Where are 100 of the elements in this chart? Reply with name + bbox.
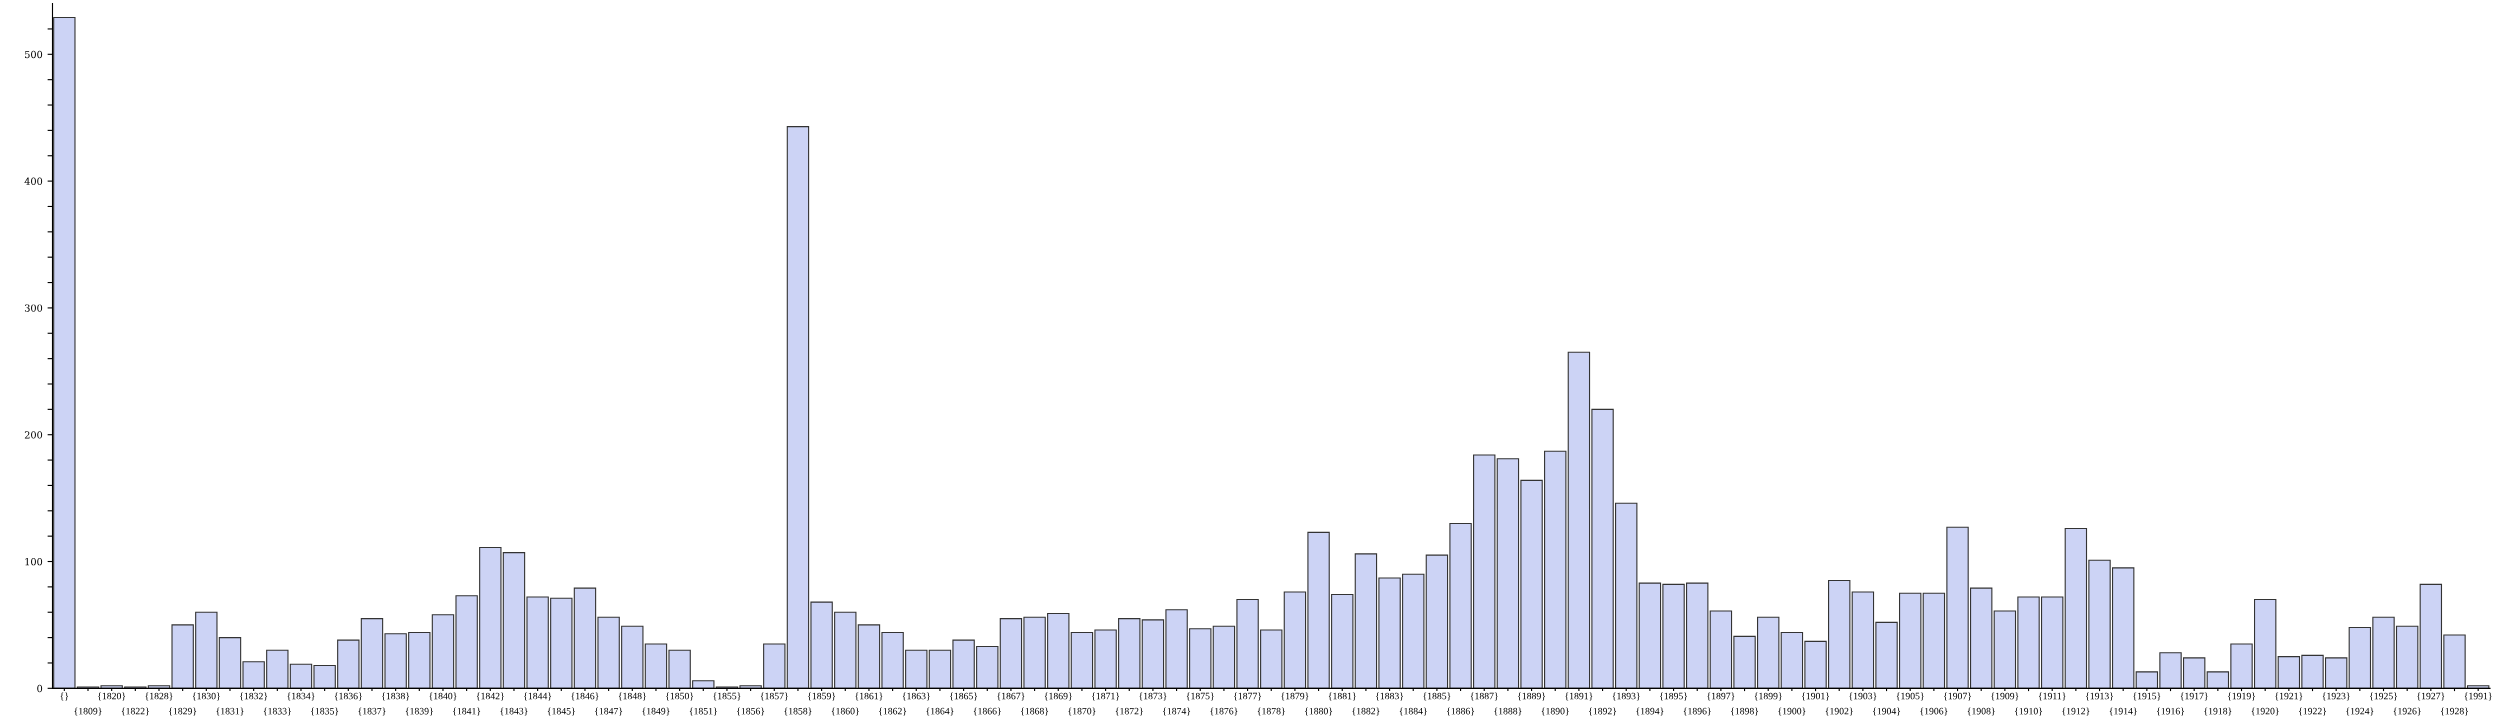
- x-tick-label: {1842}: [476, 692, 504, 701]
- x-tick-label: {1927}: [2417, 692, 2445, 701]
- y-tick-label: 500: [25, 50, 43, 59]
- x-tick-label: {1918}: [2204, 707, 2232, 716]
- x-tick-label: {1832}: [240, 692, 268, 701]
- x-tick-label: {1876}: [1210, 707, 1238, 716]
- x-tick-label: {1845}: [547, 707, 575, 716]
- x-tick-label: {1863}: [902, 692, 930, 701]
- x-tick-label: {1926}: [2393, 707, 2421, 716]
- x-tick-label: {1907}: [1944, 692, 1972, 701]
- x-tick-label: {1884}: [1399, 707, 1427, 716]
- x-tick-label: {1809}: [74, 707, 102, 716]
- x-tick-label: {1886}: [1447, 707, 1475, 716]
- y-tick-label: 200: [24, 431, 43, 439]
- x-tick-label: {1838}: [382, 692, 410, 701]
- x-tick-label: {1872}: [1115, 707, 1143, 716]
- x-tick-label: {1900}: [1778, 707, 1806, 716]
- y-tick-label: 100: [25, 558, 43, 566]
- x-tick-label: {1892}: [1589, 707, 1617, 716]
- x-tick-label: {1859}: [808, 692, 836, 701]
- x-tick-label: {1906}: [1920, 707, 1948, 716]
- x-tick-label: {1835}: [311, 707, 339, 716]
- x-tick-label: {1920}: [2251, 707, 2279, 716]
- x-tick-label: {1919}: [2228, 692, 2256, 701]
- x-tick-label: {1868}: [1021, 707, 1049, 716]
- x-tick-label: {1911}: [2038, 692, 2066, 701]
- x-tick-label: {1867}: [997, 692, 1025, 701]
- y-tick-label: 400: [24, 177, 43, 185]
- x-tick-label: {1849}: [642, 707, 670, 716]
- x-tick-label: {1925}: [2370, 692, 2398, 701]
- x-tick-label: {1891}: [1565, 692, 1593, 701]
- x-tick-label: {1869}: [1044, 692, 1072, 701]
- x-tick-label: {1905}: [1896, 692, 1924, 701]
- x-tick-label: {1896}: [1683, 707, 1711, 716]
- x-tick-label: {1928}: [2441, 707, 2469, 716]
- x-tick-label: {1902}: [1825, 707, 1853, 716]
- x-tick-label: {1865}: [950, 692, 978, 701]
- x-tick-label: {1875}: [1186, 692, 1214, 701]
- x-tick-label: {1850}: [666, 692, 694, 701]
- x-tick-label: {1839}: [405, 707, 433, 716]
- x-tick-label: {1916}: [2157, 707, 2185, 716]
- x-tick-label: {1897}: [1707, 692, 1735, 701]
- x-tick-label: {1922}: [2299, 707, 2327, 716]
- x-tick-label: {1904}: [1873, 707, 1901, 716]
- x-tick-label: {1917}: [2180, 692, 2208, 701]
- x-tick-label: {1858}: [784, 707, 812, 716]
- x-tick-label: {1844}: [524, 692, 552, 701]
- x-tick-label: {1894}: [1636, 707, 1664, 716]
- y-tick-label: 0: [37, 684, 43, 693]
- x-tick-label: {1861}: [855, 692, 883, 701]
- x-tick-label: {1910}: [2015, 707, 2043, 716]
- x-tick-label: {1883}: [1376, 692, 1404, 701]
- x-tick-label: {1889}: [1518, 692, 1546, 701]
- x-tick-label: {1862}: [879, 707, 907, 716]
- x-tick-label: {1820}: [98, 692, 126, 701]
- x-tick-label: {1991}: [2464, 692, 2492, 701]
- x-tick-label: {1870}: [1068, 707, 1096, 716]
- x-tick-label: {1882}: [1352, 707, 1380, 716]
- y-tick-label: 300: [24, 304, 43, 312]
- x-tick-label: {1912}: [2062, 707, 2090, 716]
- x-tick-label: {1893}: [1612, 692, 1640, 701]
- x-tick-label: {1924}: [2346, 707, 2374, 716]
- x-tick-label: {1901}: [1802, 692, 1830, 701]
- x-tick-label: {1834}: [287, 692, 315, 701]
- x-tick-label: {1837}: [358, 707, 386, 716]
- x-tick-label: {1829}: [169, 707, 197, 716]
- x-tick-label: {1851}: [689, 707, 717, 716]
- x-tick-label: {1895}: [1660, 692, 1688, 701]
- x-tick-label: {1903}: [1849, 692, 1877, 701]
- x-tick-label: {1890}: [1541, 707, 1569, 716]
- x-tick-label: {1822}: [121, 707, 149, 716]
- x-tick-label: {1841}: [453, 707, 481, 716]
- x-tick-label: {1913}: [2086, 692, 2114, 701]
- x-tick-label: {1885}: [1423, 692, 1451, 701]
- x-tick-label: {1828}: [145, 692, 173, 701]
- x-tick-label: {1860}: [831, 707, 859, 716]
- x-tick-label: {1909}: [1991, 692, 2019, 701]
- x-tick-label: {1879}: [1281, 692, 1309, 701]
- x-tick-label: {1887}: [1470, 692, 1498, 701]
- x-tick-label: {1855}: [713, 692, 741, 701]
- x-tick-label: {1864}: [926, 707, 954, 716]
- x-tick-label: {1878}: [1257, 707, 1285, 716]
- x-tick-label: {1888}: [1494, 707, 1522, 716]
- x-tick-label: {1898}: [1731, 707, 1759, 716]
- x-tick-label: {1914}: [2109, 707, 2137, 716]
- x-tick-label: {1921}: [2275, 692, 2303, 701]
- x-tick-label: {1866}: [973, 707, 1001, 716]
- x-tick-label: {1848}: [618, 692, 646, 701]
- x-tick-label: {1856}: [737, 707, 765, 716]
- x-tick-label: {1908}: [1967, 707, 1995, 716]
- x-tick-label: {1871}: [1092, 692, 1120, 701]
- x-tick-label: {1923}: [2322, 692, 2350, 701]
- x-tick-label: {1830}: [192, 692, 220, 701]
- x-tick-label: {1836}: [334, 692, 362, 701]
- x-tick-label: {1846}: [571, 692, 599, 701]
- x-tick-label: {}: [60, 692, 69, 701]
- x-tick-label: {1874}: [1163, 707, 1191, 716]
- x-tick-label: {1915}: [2133, 692, 2161, 701]
- x-tick-label: {1899}: [1754, 692, 1782, 701]
- x-tick-label: {1857}: [760, 692, 788, 701]
